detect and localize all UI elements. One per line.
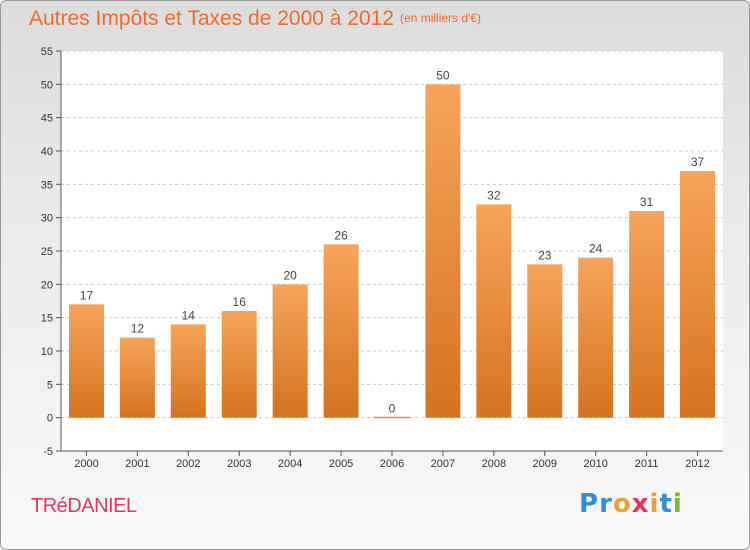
y-tick-label: -5: [43, 446, 53, 458]
x-tick-label: 2000: [74, 458, 98, 470]
y-tick-label: 45: [41, 113, 53, 125]
bar: [527, 264, 563, 418]
x-tick-label: 2003: [227, 458, 251, 470]
proxiti-logo: Proxiti: [579, 489, 683, 519]
logo-letter: i: [649, 489, 660, 519]
chart-title: Autres Impôts et Taxes de 2000 à 2012 (en…: [29, 7, 481, 31]
y-tick-label: 35: [41, 179, 53, 191]
x-tick-label: 2007: [431, 458, 455, 470]
bar: [578, 257, 614, 418]
bar: [374, 416, 410, 419]
data-label: 24: [589, 242, 603, 256]
logo-letter: o: [612, 489, 632, 519]
x-tick-label: 2002: [176, 458, 200, 470]
x-tick-label: 2004: [278, 458, 302, 470]
y-tick-label: 0: [47, 413, 53, 425]
data-label: 23: [538, 248, 552, 262]
chart-title-text: Autres Impôts et Taxes de 2000 à 2012: [29, 7, 395, 30]
data-label: 16: [233, 295, 247, 309]
y-tick-label: 15: [41, 313, 53, 325]
data-label: 14: [182, 308, 196, 322]
logo-letter: t: [659, 489, 673, 519]
x-tick-label: 2011: [635, 458, 659, 470]
y-tick-label: 50: [41, 79, 53, 91]
data-label: 50: [436, 68, 450, 82]
y-tick-label: 40: [41, 146, 53, 158]
data-label: 0: [389, 402, 396, 416]
data-label: 12: [131, 322, 145, 336]
x-tick-label: 2009: [533, 458, 557, 470]
logo-letter: P: [579, 489, 600, 519]
bar: [629, 211, 665, 418]
bar: [323, 244, 359, 418]
x-tick-label: 2010: [583, 458, 607, 470]
data-label: 37: [691, 155, 705, 169]
logo-letter: x: [631, 489, 650, 519]
bar: [680, 171, 716, 418]
bar: [272, 284, 308, 418]
bar: [170, 324, 206, 418]
logo-letter: i: [672, 489, 683, 519]
x-tick-label: 2008: [482, 458, 506, 470]
commune-name: TRéDANIEL: [31, 495, 137, 517]
logo-letter: r: [599, 489, 613, 519]
x-tick-label: 2012: [685, 458, 709, 470]
x-tick-label: 2006: [380, 458, 404, 470]
bar: [476, 204, 512, 418]
chart-subtitle: (en milliers d'€): [400, 11, 482, 25]
y-tick-label: 55: [41, 46, 53, 58]
bar: [119, 337, 155, 418]
data-label: 20: [283, 268, 297, 282]
bar: [68, 304, 104, 418]
y-tick-label: 5: [47, 379, 53, 391]
bar: [425, 84, 461, 418]
y-tick-label: 25: [41, 246, 53, 258]
data-label: 32: [487, 188, 501, 202]
data-label: 17: [80, 288, 94, 302]
y-tick-label: 10: [41, 346, 53, 358]
y-tick-label: 20: [41, 279, 53, 291]
y-tick-label: 30: [41, 213, 53, 225]
x-tick-label: 2005: [329, 458, 353, 470]
data-label: 26: [334, 228, 348, 242]
data-label: 31: [640, 195, 654, 209]
x-tick-label: 2001: [125, 458, 149, 470]
bar: [221, 311, 257, 418]
